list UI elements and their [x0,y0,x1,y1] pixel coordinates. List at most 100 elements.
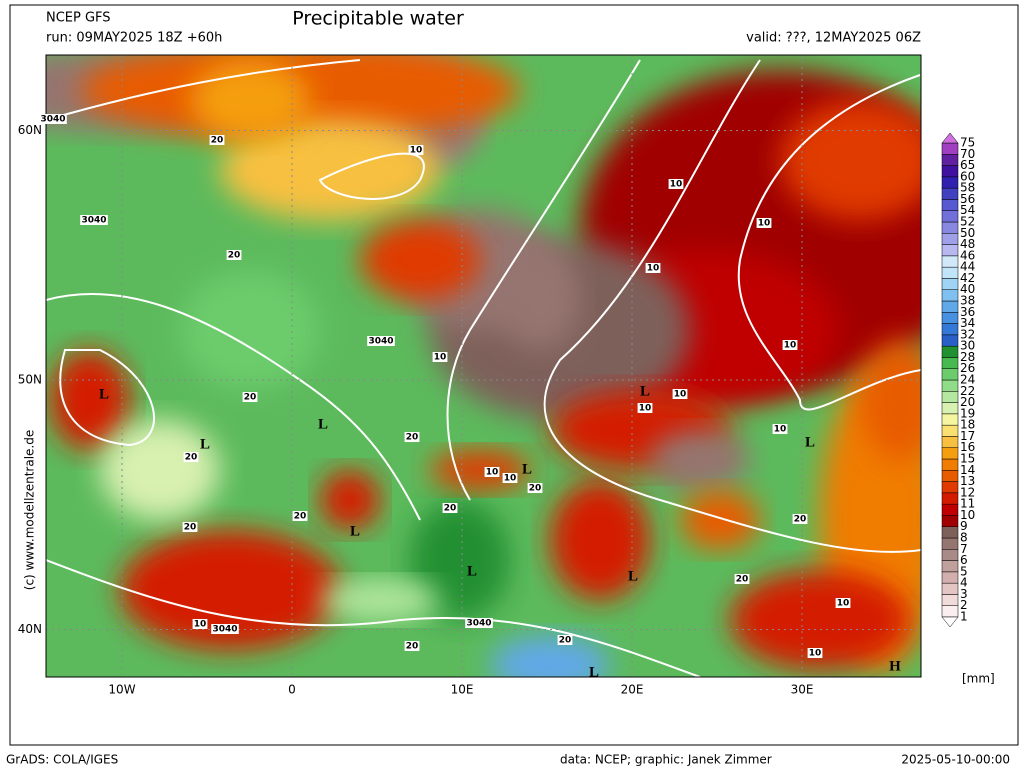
colorbar-label: 13 [960,474,975,488]
pressure-center: H [889,658,901,674]
contour-line [318,152,425,200]
contour-label: 20 [444,504,457,514]
colorbar-label: 11 [960,497,975,511]
colorbar-box [941,402,959,415]
software-credit: GrADS: COLA/IGES [6,753,118,767]
label-bg [772,424,788,434]
contour-line [737,74,921,411]
colorbar-box [941,391,959,403]
label-bg [404,432,420,442]
pressure-center: L [805,434,815,450]
label-bg [292,511,308,521]
contour-label: 10 [809,649,822,659]
contour-label: 3040 [212,625,237,635]
label-bg [192,619,208,629]
valid-info: valid: ???, 12MAY2025 06Z [746,31,921,46]
contour-label: 20 [736,575,749,585]
label-bg [782,340,798,350]
model-name: NCEP GFS [46,11,111,26]
colorbar-label: 8 [960,531,968,545]
colorbar-box [941,368,959,381]
colorbar-label: 18 [960,418,975,432]
label-bg [484,467,500,477]
colorbar-box [941,447,959,460]
contour-label: 3040 [368,337,393,347]
field-blob [50,350,130,450]
title: Precipitable water [292,8,464,30]
colorbar-box [941,413,959,426]
label-bg [182,522,198,532]
frame [9,4,1019,746]
lat-label: 60N [18,123,42,137]
contour-label: 20 [406,433,419,443]
colorbar-label: 6 [960,553,968,567]
colorbar-label: 32 [960,327,975,341]
colorbar-label: 75 [960,136,975,150]
field-blob [220,120,440,220]
field-blob [320,470,380,530]
colorbar-label: 15 [960,452,975,466]
colorbar-box [941,379,959,392]
contour-label: 20 [529,484,542,494]
colorbar-label: 3 [960,587,968,601]
colorbar-box [941,255,959,268]
contour-label: 10 [486,468,499,478]
pressure-center: L [640,383,650,399]
colorbar-box [941,187,959,200]
field-blob [780,100,921,220]
colorbar-label: 44 [960,260,975,274]
colorbar-box [941,537,959,550]
colorbar-label: 54 [960,203,975,217]
field-blob [430,450,530,490]
label-bg [756,218,772,228]
label-bg [807,648,823,658]
pressure-center: L [467,563,477,579]
contour-label: 10 [758,219,771,229]
lon-label: 30E [791,683,814,697]
colorbar-label: 70 [960,147,975,161]
colorbar-box [941,210,959,223]
contour-line [59,349,155,447]
contour-line [46,59,361,121]
label-bg [408,145,424,155]
contour-label: 20 [184,523,197,533]
colorbar-label: 9 [960,519,968,533]
colorbar-box [941,278,959,290]
label-bg [226,250,242,260]
label-bg [183,452,199,462]
colorbar-box [941,312,959,324]
field-blob [500,250,580,350]
lon-label: 10E [451,683,474,697]
pressure-center: L [350,523,360,539]
colorbar-label: 56 [960,192,975,206]
label-bg [502,473,518,483]
colorbar-box [941,300,959,313]
colorbar-label: 16 [960,440,975,454]
colorbar-box [941,345,959,358]
pressure-center: L [589,664,599,680]
colorbar-box [941,594,959,606]
contour-line [46,559,701,677]
contour-label: 3040 [40,115,65,125]
contour-label: 20 [244,393,257,403]
colorbar-box [941,605,959,618]
contour-label: 3040 [81,216,106,226]
colorbar-label: 22 [960,384,975,398]
map-border [45,54,922,678]
field-blob [320,580,440,620]
field-blob [650,430,750,490]
contour-line [446,59,641,501]
contour-label: 10 [774,425,787,435]
contour-label: 20 [794,515,807,525]
field-blob [680,490,760,550]
colorbar-label: 48 [960,237,975,251]
field-blob [100,420,220,520]
contour-label: 3040 [466,619,491,629]
field-blob [410,500,510,620]
lat-label: 40N [18,622,42,636]
contour-label: 10 [670,180,683,190]
colorbar-label: 4 [960,576,968,590]
label-bg [404,641,420,651]
contour-label: 20 [228,251,241,261]
